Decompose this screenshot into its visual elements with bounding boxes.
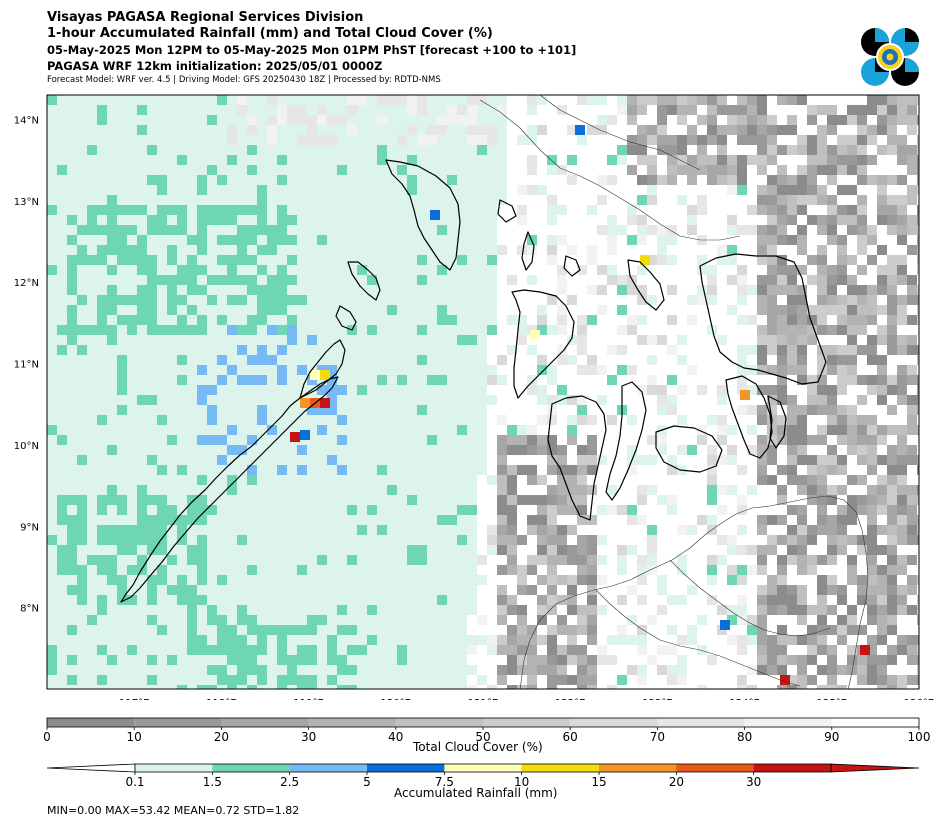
pagasa-logo-icon — [861, 28, 919, 86]
rain-colorbar-tick: 10 — [514, 775, 529, 789]
cloud-colorbar-tick: 60 — [563, 730, 578, 744]
cloud-colorbar-segment — [483, 718, 571, 727]
title-product: 1-hour Accumulated Rainfall (mm) and Tot… — [47, 26, 493, 41]
lon-tick-label: 125°E — [817, 698, 847, 700]
rain-colorbar-tick: 15 — [591, 775, 606, 789]
rain-colorbar-under — [46, 763, 136, 773]
lon-tick-label: 121°E — [468, 698, 498, 700]
valid-time: 05-May-2025 Mon 12PM to 05-May-2025 Mon … — [47, 43, 577, 57]
rain-colorbar-segment — [753, 764, 832, 772]
cloud-colorbar-tick: 50 — [475, 730, 490, 744]
rain-colorbar: 0.1 1.5 2.5 5 7.5 10 15 20 30 — [46, 763, 920, 789]
lat-ticks: 14°N 13°N 12°N 11°N 10°N 9°N 8°N — [14, 115, 39, 614]
rain-colorbar-tick: 1.5 — [203, 775, 222, 789]
title-region: Visayas PAGASA Regional Services Divisio… — [47, 10, 364, 25]
stats-line: MIN=0.00 MAX=53.42 MEAN=0.72 STD=1.82 — [47, 804, 300, 817]
rain-colorbar-segment — [135, 764, 213, 772]
cloud-colorbar-tick: 20 — [214, 730, 229, 744]
cloud-colorbar-tick: 80 — [737, 730, 752, 744]
init-time: PAGASA WRF 12km initialization: 2025/05/… — [47, 59, 383, 73]
cloud-colorbar-tick: 70 — [650, 730, 665, 744]
cloud-colorbar-title: Total Cloud Cover (%) — [413, 740, 543, 754]
rain-colorbar-tick: 30 — [746, 775, 761, 789]
rain-colorbar-segment — [599, 764, 677, 772]
lat-tick-label: 8°N — [20, 604, 39, 615]
cloud-colorbar-tick: 10 — [127, 730, 142, 744]
lon-tick-label: 120°E — [381, 698, 411, 700]
cloud-colorbar: 0 10 20 30 40 50 60 70 80 90 100 — [43, 717, 931, 744]
lat-tick-label: 9°N — [20, 522, 39, 533]
model-info: Forecast Model: WRF ver. 4.5 | Driving M… — [47, 75, 441, 85]
lon-tick-label: 124°E — [729, 698, 759, 700]
lon-tick-label: 126°E — [904, 698, 934, 700]
coastlines — [120, 159, 827, 603]
rain-colorbar-segment — [367, 764, 445, 772]
cloud-colorbar-segment — [570, 718, 658, 727]
cloud-colorbar-tick: 90 — [824, 730, 839, 744]
rain-colorbar-tick: 0.1 — [125, 775, 144, 789]
rainfall-map: 117°E 118°E 119°E 120°E 121°E 122°E 123°E 124°E… — [14, 94, 934, 700]
cloud-colorbar-segment — [221, 718, 309, 727]
lon-tick-label: 119°E — [293, 698, 323, 700]
lon-tick-label: 117°E — [119, 698, 149, 700]
rain-colorbar-tick: 20 — [669, 775, 684, 789]
lat-tick-label: 12°N — [14, 278, 39, 289]
lat-tick-label: 11°N — [14, 360, 39, 371]
rain-colorbar-segment — [212, 764, 290, 772]
rain-colorbar-over — [830, 763, 920, 773]
rain-colorbar-segment — [521, 764, 600, 772]
cloud-colorbar-tick: 30 — [301, 730, 316, 744]
lon-tick-label: 123°E — [642, 698, 672, 700]
rain-colorbar-tick: 7.5 — [435, 775, 454, 789]
lon-ticks: 117°E 118°E 119°E 120°E 121°E 122°E 123°E 124°E… — [119, 698, 934, 700]
rain-colorbar-tick: 2.5 — [280, 775, 299, 789]
lat-tick-label: 14°N — [14, 115, 39, 126]
cloud-colorbar-tick: 40 — [388, 730, 403, 744]
cloud-colorbar-segment — [395, 718, 483, 727]
rain-colorbar-segment — [444, 764, 522, 772]
lat-tick-label: 10°N — [14, 441, 39, 452]
rain-colorbar-segment — [289, 764, 368, 772]
rain-colorbar-segment — [676, 764, 754, 772]
cloud-colorbar-segment — [134, 718, 222, 727]
rain-colorbar-tick: 5 — [363, 775, 371, 789]
cloud-colorbar-segment — [831, 718, 919, 727]
rain-colorbar-title: Accumulated Rainfall (mm) — [394, 786, 558, 800]
cloud-colorbar-tick: 0 — [43, 730, 51, 744]
cloud-colorbar-tick: 100 — [908, 730, 931, 744]
cloud-colorbar-segment — [657, 718, 745, 727]
cloud-colorbar-segment — [744, 718, 832, 727]
forecast-grid — [47, 95, 919, 689]
cloud-colorbar-segment — [308, 718, 396, 727]
lat-tick-label: 13°N — [14, 197, 39, 208]
mindanao-luzon-outline — [479, 95, 869, 689]
cloud-colorbar-segment — [47, 718, 135, 727]
map-frame — [46, 94, 920, 690]
lon-tick-label: 122°E — [555, 698, 585, 700]
lon-tick-label: 118°E — [206, 698, 236, 700]
